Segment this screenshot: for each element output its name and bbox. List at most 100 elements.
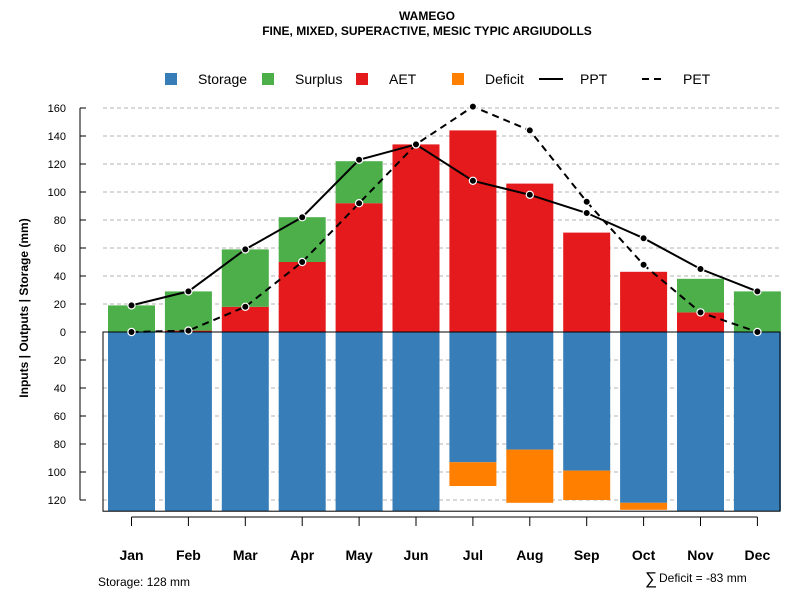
x-tick-label-nov: Nov	[687, 547, 714, 563]
legend-swatch-aet	[356, 73, 368, 85]
storage-bar-apr	[278, 332, 326, 512]
y-axis: 160 140 120 100 80 60 40 20 0 20 40 60 80 100 120	[48, 103, 86, 507]
legend-label-aet: AET	[389, 71, 417, 87]
x-tick-label-apr: Apr	[290, 547, 315, 563]
surplus-bar-apr	[278, 217, 326, 262]
y-tick-label-14: 120	[48, 495, 66, 507]
ppt-point-jan	[127, 301, 136, 310]
surplus-bar-may	[335, 161, 383, 204]
deficit-bar-sep	[563, 470, 611, 500]
y-tick-label-12: 80	[54, 439, 66, 451]
storage-bar-mar	[221, 332, 269, 512]
aet-bar-may	[335, 203, 383, 332]
pet-point-nov	[696, 308, 705, 317]
storage-bar-nov	[677, 332, 724, 512]
x-tick-label-jul: Jul	[463, 547, 483, 563]
y-tick-label-8: 0	[60, 327, 66, 339]
aet-bar-oct	[620, 271, 668, 332]
pet-point-mar	[241, 302, 250, 311]
y-tick-label-5: 60	[54, 243, 66, 255]
ppt-point-jun	[411, 140, 421, 149]
storage-note: Storage: 128 mm	[98, 575, 190, 589]
deficit-note: Deficit = -83 mm	[659, 571, 747, 585]
legend-label-storage: Storage	[198, 71, 247, 87]
y-tick-label-10: 40	[54, 383, 66, 395]
y-tick-label-11: 60	[54, 411, 66, 423]
bars	[102, 130, 781, 512]
y-tick-label-6: 40	[54, 271, 66, 283]
y-tick-label-2: 120	[48, 159, 66, 171]
pet-point-feb	[184, 326, 193, 335]
ppt-point-nov	[696, 264, 705, 274]
x-axis: Jan Feb Mar Apr May Jun Jul Aug Sep Oct Nov Dec	[119, 516, 771, 563]
storage-bar-feb	[164, 332, 212, 512]
storage-bar-aug	[506, 332, 554, 450]
pet-point-aug	[525, 126, 535, 135]
pet-point-sep	[582, 197, 591, 206]
aet-bar-aug	[506, 183, 554, 332]
x-tick-label-mar: Mar	[233, 547, 258, 563]
y-tick-label-3: 100	[48, 187, 66, 199]
y-tick-label-9: 20	[54, 355, 66, 367]
pet-point-apr	[298, 257, 307, 267]
x-tick-label-sep: Sep	[574, 547, 600, 563]
surplus-bar-nov	[677, 278, 724, 313]
y-tick-label-7: 20	[54, 299, 66, 311]
legend-label-deficit: Deficit	[485, 71, 524, 87]
chart-title: WAMEGO	[399, 9, 455, 23]
ppt-point-jul	[468, 176, 478, 185]
storage-bar-may	[335, 332, 383, 512]
ppt-point-mar	[241, 245, 250, 254]
surplus-bar-mar	[221, 249, 269, 307]
ppt-point-may	[354, 155, 364, 164]
pet-point-jan	[127, 327, 136, 337]
chart-subtitle: FINE, MIXED, SUPERACTIVE, MESIC TYPIC AR…	[262, 24, 592, 38]
storage-bar-jun	[392, 332, 440, 512]
series-lines	[127, 102, 762, 337]
storage-bar-oct	[620, 332, 668, 503]
y-tick-label-13: 100	[48, 467, 66, 479]
x-tick-label-jan: Jan	[119, 547, 143, 563]
ppt-point-sep	[582, 208, 591, 218]
x-tick-label-dec: Dec	[745, 547, 771, 563]
surplus-bar-dec	[733, 291, 781, 332]
ppt-point-oct	[639, 233, 648, 243]
legend-label-pet: PET	[683, 71, 711, 87]
y-tick-label-0: 160	[48, 103, 66, 115]
y-axis-label: Inputs | Outputs | Storage (mm)	[17, 218, 31, 397]
y-tick-label-4: 80	[54, 215, 66, 227]
pet-point-oct	[639, 260, 648, 269]
surplus-bar-jan	[108, 305, 155, 332]
chart-legend: Storage Surplus AET Deficit PPT PET	[165, 71, 711, 87]
pet-point-jul	[468, 102, 478, 111]
pet-point-dec	[753, 327, 762, 337]
sigma-icon: ∑	[645, 569, 657, 588]
deficit-bar-aug	[506, 449, 554, 503]
aet-bar-apr	[278, 262, 326, 332]
ppt-point-dec	[753, 287, 762, 296]
x-tick-label-oct: Oct	[632, 547, 656, 563]
ppt-point-feb	[184, 287, 193, 296]
x-tick-label-may: May	[345, 547, 372, 563]
storage-bar-sep	[563, 332, 611, 471]
aet-bar-sep	[563, 232, 611, 332]
legend-label-surplus: Surplus	[295, 71, 342, 87]
ppt-point-aug	[525, 190, 535, 199]
legend-swatch-surplus	[262, 73, 274, 85]
deficit-bar-jul	[449, 462, 497, 486]
storage-bar-jan	[108, 332, 155, 512]
pet-point-may	[354, 198, 364, 208]
storage-bar-jul	[449, 332, 497, 463]
gridlines	[103, 107, 780, 501]
y-tick-label-1: 140	[48, 131, 66, 143]
x-tick-label-aug: Aug	[516, 547, 543, 563]
deficit-bar-oct	[620, 502, 668, 510]
ppt-point-apr	[298, 212, 307, 222]
aet-bar-jul	[449, 130, 497, 332]
aet-bar-jun	[392, 144, 440, 332]
legend-swatch-deficit	[452, 73, 464, 85]
ppt-line	[131, 143, 758, 307]
x-tick-label-jun: Jun	[404, 547, 429, 563]
